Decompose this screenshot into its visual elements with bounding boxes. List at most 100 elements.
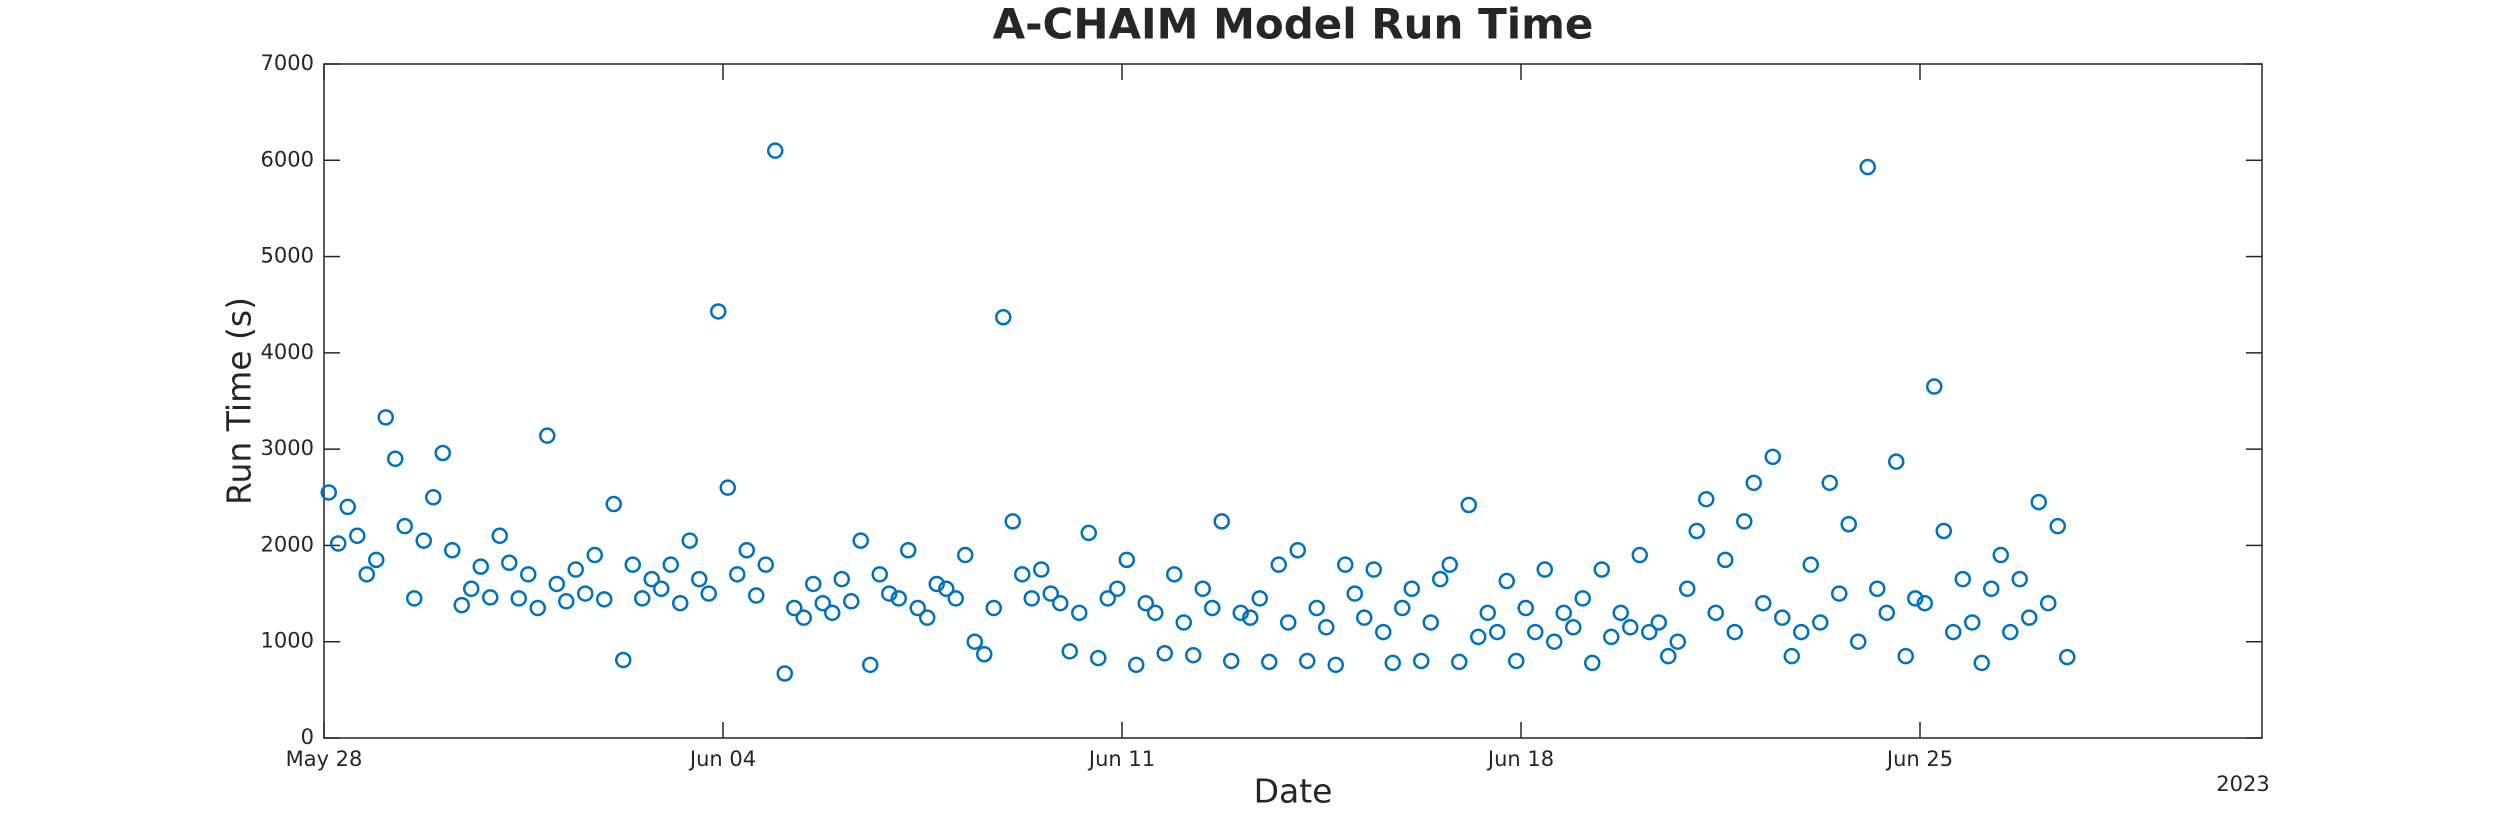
data-point xyxy=(548,575,565,593)
y-tick-label: 6000 xyxy=(261,147,314,171)
data-point xyxy=(358,566,375,583)
data-point xyxy=(1451,653,1468,671)
data-point xyxy=(1821,474,1838,492)
x-offset-label: 2023 xyxy=(2216,772,2269,796)
data-point xyxy=(1688,522,1705,540)
data-point xyxy=(2049,517,2066,535)
data-point xyxy=(453,596,470,614)
data-point xyxy=(1508,652,1525,670)
data-point xyxy=(1327,656,1344,674)
data-point xyxy=(1023,590,1040,607)
data-point xyxy=(1555,604,1572,622)
data-point xyxy=(624,556,641,573)
data-point xyxy=(1042,585,1059,602)
data-point xyxy=(681,532,698,549)
data-point xyxy=(976,645,993,663)
data-point xyxy=(643,570,660,588)
data-point xyxy=(1242,609,1259,626)
data-point xyxy=(1109,580,1126,598)
data-point xyxy=(1802,556,1819,573)
data-point xyxy=(957,546,974,564)
data-point xyxy=(491,527,508,545)
plot-area xyxy=(323,63,2263,739)
data-point xyxy=(1090,649,1107,667)
data-point xyxy=(824,604,841,622)
data-point xyxy=(2011,570,2028,588)
data-point xyxy=(1783,647,1800,665)
data-point xyxy=(900,541,917,559)
data-point xyxy=(814,594,831,612)
data-point xyxy=(596,591,613,608)
data-point xyxy=(586,546,603,564)
data-point xyxy=(330,535,347,552)
data-point xyxy=(634,590,651,607)
y-tick-label: 1000 xyxy=(261,629,314,653)
data-point xyxy=(1128,656,1145,674)
data-point xyxy=(938,580,955,598)
data-point xyxy=(501,554,518,572)
data-point xyxy=(1080,524,1097,542)
data-point xyxy=(928,575,945,593)
data-point xyxy=(1270,556,1287,573)
data-point xyxy=(1764,448,1781,466)
y-tick-label: 4000 xyxy=(261,340,314,364)
data-point xyxy=(472,558,489,575)
chart-title: A-CHAIM Model Run Time xyxy=(993,0,1594,49)
data-point xyxy=(805,575,822,593)
data-point xyxy=(567,561,584,578)
data-point xyxy=(1859,158,1876,176)
data-point xyxy=(577,585,594,602)
data-point xyxy=(1014,566,1031,583)
data-point xyxy=(1175,614,1192,631)
data-point xyxy=(1489,623,1506,641)
data-point xyxy=(1793,623,1810,641)
data-point xyxy=(1641,623,1658,641)
data-point xyxy=(852,532,869,549)
data-point xyxy=(1289,541,1306,559)
data-point xyxy=(2002,623,2019,641)
data-point xyxy=(1536,561,1553,578)
data-point xyxy=(776,665,793,682)
data-point xyxy=(605,495,622,513)
data-point xyxy=(729,566,746,583)
data-point xyxy=(1337,556,1354,573)
data-point xyxy=(1185,646,1202,664)
data-point xyxy=(1631,546,1648,564)
data-point xyxy=(919,609,936,626)
data-point xyxy=(1460,496,1477,514)
data-point xyxy=(1574,590,1591,607)
data-point xyxy=(1194,580,1211,598)
data-point xyxy=(1004,513,1021,530)
data-point xyxy=(1546,633,1563,650)
x-tick-label: May 28 xyxy=(286,747,363,771)
data-point xyxy=(415,532,432,549)
data-point xyxy=(1897,647,1914,665)
data-point xyxy=(1498,572,1515,590)
data-point xyxy=(795,609,812,626)
data-point xyxy=(1346,585,1363,602)
data-point xyxy=(1698,490,1715,508)
data-point xyxy=(1679,580,1696,598)
data-point xyxy=(1071,604,1088,622)
data-point xyxy=(1470,628,1487,646)
data-point xyxy=(1612,604,1629,622)
data-point xyxy=(539,427,556,444)
data-point xyxy=(757,556,774,573)
data-point xyxy=(425,489,442,506)
data-point xyxy=(843,593,860,610)
data-point xyxy=(1992,546,2009,564)
data-point xyxy=(985,599,1002,617)
data-point xyxy=(1774,609,1791,626)
data-point xyxy=(710,303,727,320)
data-point xyxy=(738,541,755,559)
data-point xyxy=(396,517,413,535)
data-point xyxy=(1422,614,1439,631)
data-point xyxy=(881,585,898,602)
data-point xyxy=(1926,378,1943,395)
data-point xyxy=(1166,566,1183,583)
data-point xyxy=(1052,594,1069,612)
y-tick-label: 2000 xyxy=(261,532,314,556)
data-point xyxy=(1147,604,1164,622)
